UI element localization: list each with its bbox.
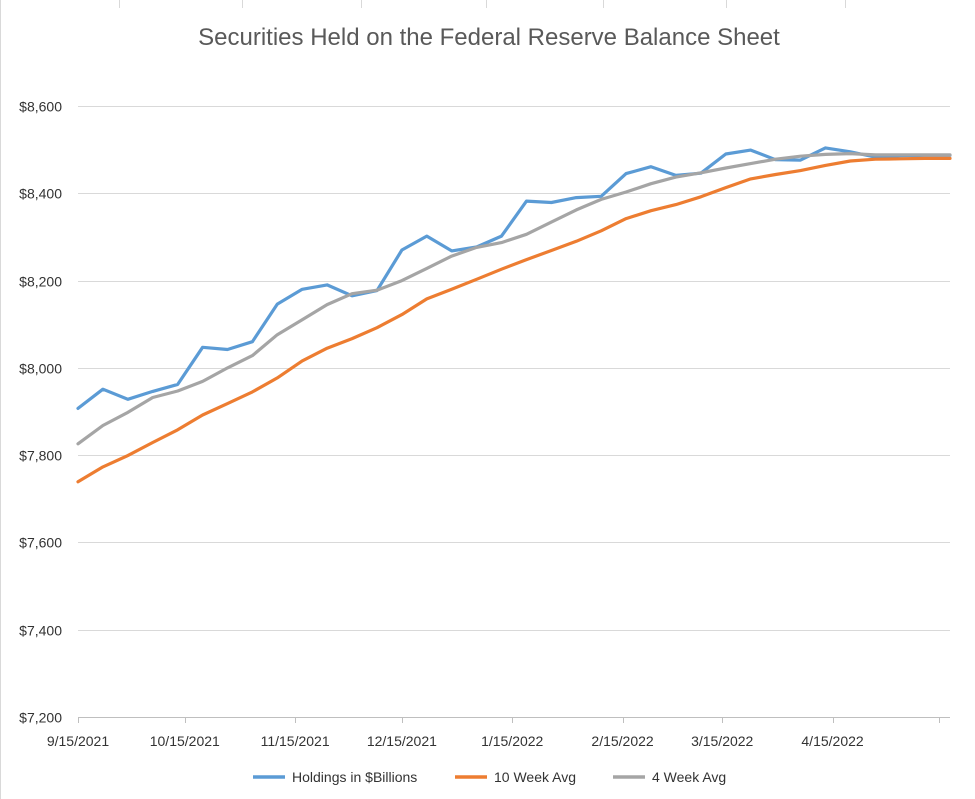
legend-label: Holdings in $Billions <box>292 769 417 785</box>
y-tick-label: $7,200 <box>19 710 62 726</box>
x-tick-label: 4/15/2022 <box>801 733 863 749</box>
y-gridlines <box>78 106 950 631</box>
x-tick-label: 2/15/2022 <box>591 733 653 749</box>
x-tick-label: 9/15/2021 <box>47 733 109 749</box>
y-tick-label: $7,400 <box>19 623 62 639</box>
x-tick-label: 11/15/2021 <box>261 733 330 749</box>
x-tick-label: 12/15/2021 <box>367 733 437 749</box>
legend-label: 10 Week Avg <box>494 769 576 785</box>
chart-title: Securities Held on the Federal Reserve B… <box>198 24 780 51</box>
y-axis-ticks: $7,200 $7,400 $7,600 $7,800 $8,000 $8,200 $8,4… <box>19 99 62 726</box>
y-tick-label: $8,600 <box>19 99 62 115</box>
x-axis: 9/15/2021 10/15/2021 11/15/2021 12/15/2021 1… <box>47 717 950 749</box>
x-tick-label: 1/15/2022 <box>481 733 543 749</box>
y-tick-label: $8,000 <box>19 361 62 377</box>
legend: Holdings in $Billions 10 Week Avg 4 Week A… <box>253 769 726 785</box>
series-lines <box>76 146 952 484</box>
series-line-0 <box>76 146 952 410</box>
y-tick-label: $7,800 <box>19 448 62 464</box>
series-line-1 <box>76 156 952 484</box>
series-line-2 <box>76 152 952 446</box>
y-tick-label: $8,400 <box>19 186 62 202</box>
y-tick-label: $8,200 <box>19 274 62 290</box>
legend-label: 4 Week Avg <box>652 769 726 785</box>
x-tick-label: 10/15/2021 <box>150 733 220 749</box>
x-tick-label: 3/15/2022 <box>691 733 753 749</box>
y-tick-label: $7,600 <box>19 535 62 551</box>
